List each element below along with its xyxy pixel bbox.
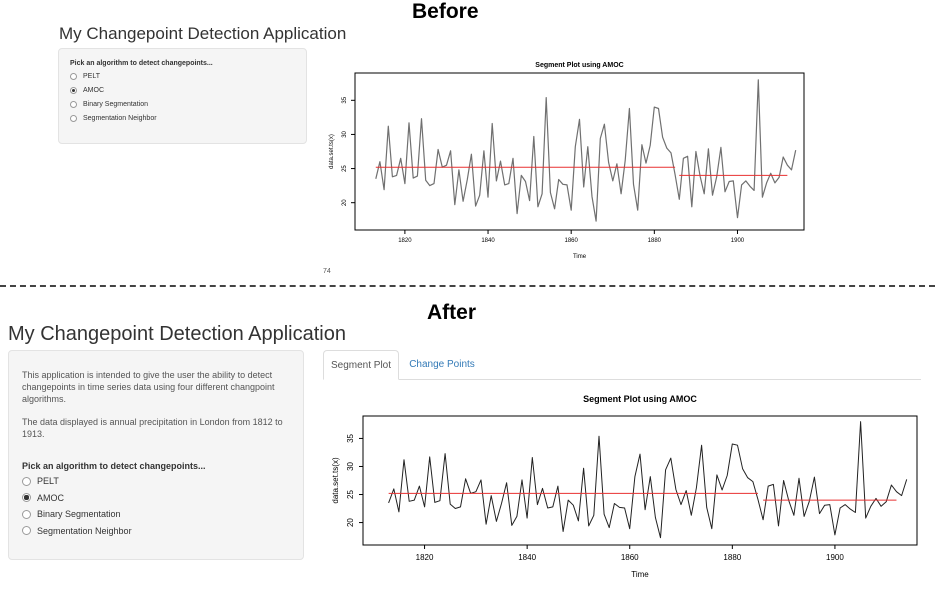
after-heading: After	[427, 301, 477, 324]
before-footer-text: 74	[323, 268, 331, 275]
x-tick-label: 1880	[723, 553, 741, 562]
x-tick-label: 1860	[565, 238, 579, 244]
after-option-segmentation-neighbor[interactable]: Segmentation Neighbor	[22, 526, 132, 536]
after-sidebar-panel: This application is intended to give the…	[8, 350, 304, 560]
plot-frame	[362, 415, 918, 546]
chart-title: Segment Plot using AMOC	[535, 62, 623, 69]
x-tick-label: 1840	[518, 553, 536, 562]
after-option-binary-segmentation[interactable]: Binary Segmentation	[22, 509, 121, 519]
y-tick-label: 20	[346, 518, 355, 527]
y-tick-label: 35	[346, 433, 355, 442]
radio-option-label: Binary Segmentation	[37, 509, 121, 519]
after-radio-label: Pick an algorithm to detect changepoints…	[22, 461, 206, 471]
x-tick-label: 1820	[416, 553, 434, 562]
before-option-amoc[interactable]: AMOC	[70, 87, 104, 94]
radio-option-label: PELT	[83, 73, 100, 80]
y-tick-label: 35	[342, 96, 348, 103]
before-radio-label: Pick an algorithm to detect changepoints…	[70, 60, 213, 67]
radio-button-icon[interactable]	[70, 73, 77, 80]
radio-button-icon[interactable]	[22, 509, 31, 519]
y-tick-label: 30	[342, 130, 348, 137]
before-segment-plot: Segment Plot using AMOC 1820 1840 1860 1880 1…	[329, 62, 805, 260]
radio-button-icon[interactable]	[70, 87, 77, 94]
before-option-segmentation-neighbor[interactable]: Segmentation Neighbor	[70, 115, 157, 122]
tab-segment-plot[interactable]: Segment Plot	[323, 350, 399, 380]
data-series-line	[375, 79, 797, 222]
y-axis-label: data.set.ts(x)	[331, 457, 340, 504]
x-tick-label: 1820	[398, 238, 412, 244]
radio-button-icon[interactable]	[22, 526, 31, 535]
y-tick-label: 30	[346, 461, 355, 470]
plot-frame	[354, 72, 805, 231]
x-tick-label: 1900	[731, 238, 745, 244]
radio-button-icon[interactable]	[70, 115, 77, 122]
before-option-binary-segmentation[interactable]: Binary Segmentation	[70, 101, 148, 108]
radio-option-label: AMOC	[83, 87, 104, 94]
after-tab-bar: Segment Plot Change Points	[323, 350, 921, 380]
y-axis-label: data.set.ts(x)	[329, 134, 335, 169]
before-sidebar-panel: Pick an algorithm to detect changepoints…	[58, 48, 307, 144]
radio-option-label: Segmentation Neighbor	[37, 525, 132, 536]
x-axis-label: Time	[573, 254, 587, 260]
data-series-line	[388, 421, 908, 539]
x-tick-label: 1880	[648, 238, 662, 244]
radio-option-label: PELT	[37, 476, 59, 486]
radio-option-label: Binary Segmentation	[83, 101, 148, 108]
radio-button-icon[interactable]	[70, 101, 77, 108]
x-tick-label: 1840	[481, 238, 495, 244]
radio-option-label: AMOC	[37, 492, 64, 503]
after-segment-plot: Segment Plot using AMOC 1820 1840 1860 1880 1…	[331, 394, 918, 579]
y-tick-label: 25	[346, 490, 355, 499]
radio-option-label: Segmentation Neighbor	[83, 115, 157, 122]
before-option-pelt[interactable]: PELT	[70, 73, 100, 80]
tab-change-points[interactable]: Change Points	[409, 359, 475, 370]
after-app-title: My Changepoint Detection Application	[8, 323, 346, 345]
radio-button-icon[interactable]	[22, 493, 31, 502]
after-description-1: This application is intended to give the…	[22, 370, 275, 404]
before-app-title: My Changepoint Detection Application	[59, 24, 347, 43]
after-description-2: The data displayed is annual precipitati…	[22, 417, 283, 439]
after-option-amoc[interactable]: AMOC	[22, 493, 64, 503]
chart-title: Segment Plot using AMOC	[583, 394, 697, 404]
x-tick-label: 1900	[826, 553, 844, 562]
y-tick-label: 25	[342, 165, 348, 172]
comparison-divider	[0, 285, 935, 287]
x-axis-label: Time	[631, 570, 649, 579]
after-option-pelt[interactable]: PELT	[22, 476, 59, 486]
x-tick-label: 1860	[621, 553, 639, 562]
before-heading: Before	[412, 0, 479, 23]
y-tick-label: 20	[342, 199, 348, 206]
radio-button-icon[interactable]	[22, 476, 31, 486]
